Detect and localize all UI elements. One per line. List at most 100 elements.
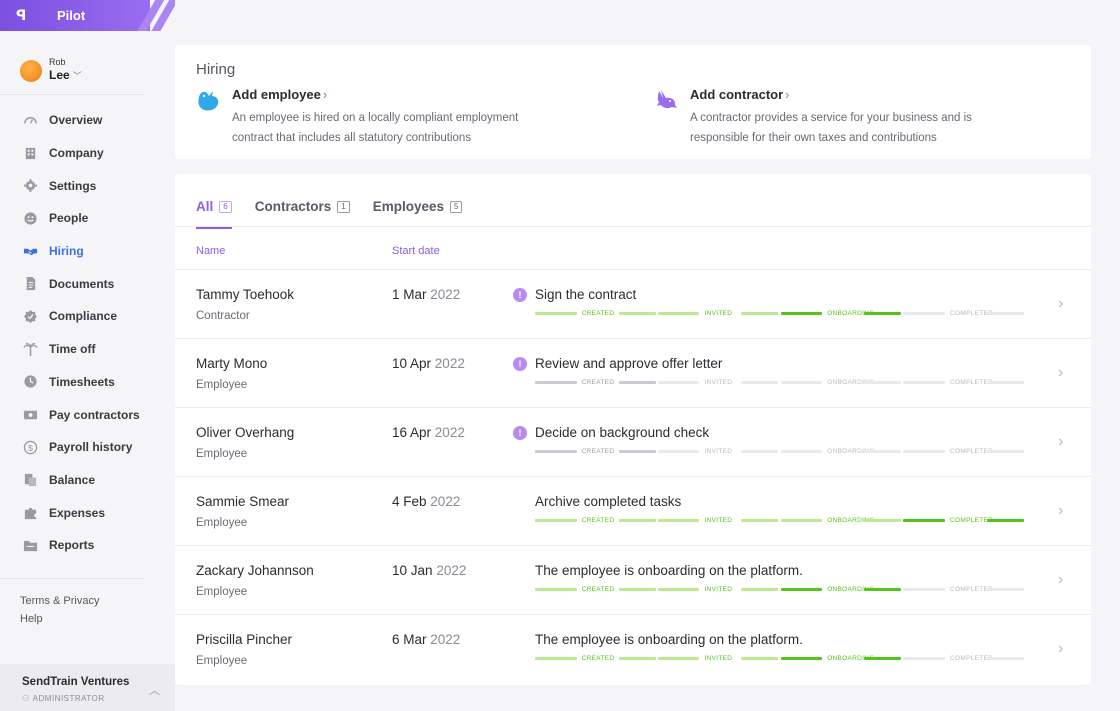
sidebar-item-label: Company [49, 146, 104, 161]
progress-bar-segment [535, 657, 577, 660]
table-row[interactable]: Sammie Smear Employee 4 Feb 2022 Archive co… [175, 476, 1091, 545]
progress-bar-segment [780, 450, 823, 453]
start-date: 10 Apr 2022 [392, 356, 465, 371]
sidebar-item-pay-contractors[interactable]: Pay contractors [0, 398, 160, 431]
sidebar-item-company[interactable]: Company [0, 137, 160, 170]
progress-bar-segment [986, 588, 1024, 591]
sidebar-item-balance[interactable]: Balance [0, 464, 160, 497]
progress-bar-segment [903, 519, 945, 522]
table-row[interactable]: Oliver Overhang Employee 16 Apr 2022! Decid… [175, 407, 1091, 476]
progress-tracker: CREATED INVITED ONBOARDING COMPLETED [535, 585, 1026, 594]
terms-privacy-link[interactable]: Terms & Privacy [20, 595, 100, 607]
cash-icon [22, 406, 39, 423]
sidebar-item-time-off[interactable]: Time off [0, 333, 160, 366]
sidebar-item-expenses[interactable]: Expenses [0, 496, 160, 529]
hiring-title: Hiring [196, 61, 236, 78]
progress-bar-segment [780, 588, 823, 591]
tab-label: Contractors [254, 199, 332, 214]
sidebar-item-payroll-history[interactable]: $ Payroll history [0, 431, 160, 464]
contractor-rabbit-icon [657, 90, 677, 109]
stage-created-label: CREATED [581, 586, 615, 593]
progress-bar-segment [741, 588, 779, 591]
hire-name: Tammy Toehook [196, 287, 295, 302]
organization-switcher[interactable]: SendTrain Ventures ⚇ ADMINISTRATOR ︿ [0, 664, 175, 711]
sidebar-item-documents[interactable]: Documents [0, 267, 160, 300]
progress-tracker: CREATED INVITED ONBOARDING COMPLETED [535, 654, 1026, 663]
badge-check-icon [22, 308, 39, 325]
sidebar-item-reports[interactable]: Reports [0, 529, 160, 562]
progress-bar-segment [864, 657, 902, 660]
sidebar-item-label: Expenses [49, 505, 106, 520]
progress-bar-segment [741, 312, 779, 315]
progress-bar-segment [864, 519, 902, 522]
org-name: SendTrain Ventures [22, 676, 130, 688]
count-badge: 6 [219, 201, 232, 213]
progress-bar-segment [618, 657, 656, 660]
tab-all[interactable]: All 6 [196, 199, 232, 229]
progress-bar-segment [618, 519, 656, 522]
stage-created-label: CREATED [581, 517, 615, 524]
progress-bar-segment [903, 381, 945, 384]
tab-employees[interactable]: Employees 5 [373, 199, 463, 227]
stage-invited-label: INVITED [704, 586, 733, 593]
add-contractor-description: A contractor provides a service for your… [690, 112, 972, 144]
sidebar-item-hiring[interactable]: Hiring [0, 235, 160, 268]
task-text: Decide on background check [535, 425, 710, 440]
stage-created-label: CREATED [581, 655, 615, 662]
stage-onboarding-label: ONBOARDING [827, 655, 875, 662]
sidebar-item-label: Timesheets [49, 374, 115, 389]
start-date: 10 Jan 2022 [392, 563, 467, 578]
progress-bar-segment [780, 519, 823, 522]
chevron-right-icon: › [1058, 571, 1064, 588]
sidebar-item-label: Balance [49, 472, 96, 487]
sidebar-item-settings[interactable]: Settings [0, 169, 160, 202]
stage-invited-label: INVITED [704, 310, 733, 317]
alert-icon: ! [513, 357, 527, 371]
sidebar-nav: Overview Company Settings People Hiring Docum… [0, 104, 160, 562]
alert-icon: ! [513, 426, 527, 440]
add-contractor-link[interactable]: Add contractor › [690, 87, 790, 102]
progress-bar-segment [657, 450, 700, 453]
building-icon [22, 145, 39, 162]
stage-completed-label: COMPLETED [950, 586, 994, 593]
sidebar-item-label: Hiring [49, 244, 84, 259]
help-link[interactable]: Help [20, 613, 43, 625]
ledger-icon [22, 471, 39, 488]
hires-list: Tammy Toehook Contractor 1 Mar 2022! Sign t… [175, 269, 1091, 683]
sidebar-item-timesheets[interactable]: Timesheets [0, 366, 160, 399]
task-text: Sign the contract [535, 287, 637, 302]
brand-bar[interactable]: ꟼ Pilot [0, 0, 175, 31]
stage-created-label: CREATED [581, 379, 615, 386]
progress-bar-segment [986, 657, 1024, 660]
start-date: 1 Mar 2022 [392, 287, 461, 302]
column-header-start-date[interactable]: Start date [392, 245, 440, 257]
stage-onboarding-label: ONBOARDING [827, 586, 875, 593]
palm-tree-icon [22, 341, 39, 358]
divider [0, 578, 145, 579]
stage-completed-label: COMPLETED [950, 379, 994, 386]
divider [175, 226, 1091, 227]
chevron-right-icon: › [322, 87, 328, 102]
column-header-name[interactable]: Name [196, 245, 226, 257]
add-employee-link[interactable]: Add employee › [232, 87, 328, 102]
stage-created-label: CREATED [581, 448, 615, 455]
table-row[interactable]: Tammy Toehook Contractor 1 Mar 2022! Sign t… [175, 269, 1091, 338]
progress-bar-segment [780, 381, 823, 384]
progress-bar-segment [741, 657, 779, 660]
sidebar-item-overview[interactable]: Overview [0, 104, 160, 137]
progress-bar-segment [657, 657, 700, 660]
count-badge: 5 [449, 201, 463, 213]
progress-bar-segment [618, 588, 656, 591]
chevron-right-icon: › [785, 87, 790, 102]
table-row[interactable]: Marty Mono Employee 10 Apr 2022! Review and… [175, 338, 1091, 407]
table-row[interactable]: Priscilla Pincher Employee 6 Mar 2022 The e… [175, 614, 1091, 683]
alert-icon: ! [513, 288, 527, 302]
progress-bar-segment [535, 588, 577, 591]
table-row[interactable]: Zackary Johannson Employee 10 Jan 2022 The … [175, 545, 1091, 614]
sidebar-item-compliance[interactable]: Compliance [0, 300, 160, 333]
stage-onboarding-label: ONBOARDING [827, 448, 875, 455]
progress-bar-segment [986, 312, 1024, 315]
sidebar-item-people[interactable]: People [0, 202, 160, 235]
tab-contractors[interactable]: Contractors 1 [255, 199, 350, 227]
progress-bar-segment [618, 381, 656, 384]
